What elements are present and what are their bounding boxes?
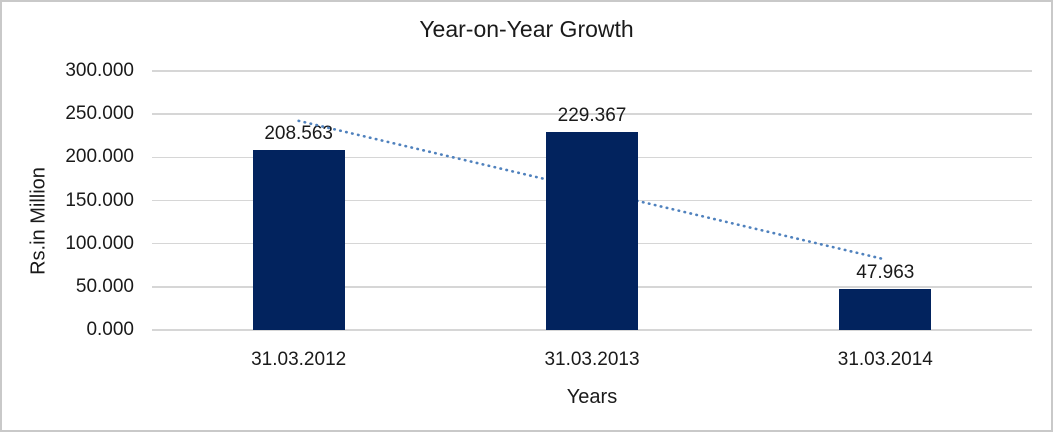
- bar-31.03.2014: [839, 288, 932, 330]
- data-label-31.03.2013: 229.367: [557, 104, 627, 126]
- ytick-label-0.000: 0.000: [86, 319, 134, 340]
- category-label-31.03.2012: 31.03.2012: [251, 349, 347, 370]
- data-label-31.03.2014: 47.963: [856, 261, 915, 283]
- ytick-label-150.000: 150.000: [65, 189, 134, 211]
- gridline-300.000: [152, 70, 1032, 72]
- category-label-31.03.2014: 31.03.2014: [837, 349, 933, 370]
- ytick-label-300.000: 300.000: [65, 60, 134, 81]
- ytick-label-200.000: 200.000: [65, 146, 134, 168]
- ytick-label-250.000: 250.000: [65, 103, 134, 125]
- gridline-0.000: [152, 329, 1032, 331]
- bar-31.03.2013: [546, 131, 638, 330]
- x-axis-title: Years: [566, 386, 618, 408]
- category-label-31.03.2013: 31.03.2013: [544, 349, 640, 370]
- ytick-label-100.000: 100.000: [65, 232, 134, 254]
- chart-title: Year-on-Year Growth: [419, 16, 634, 42]
- y-axis-title: Rs.in Million: [27, 167, 50, 275]
- bar-31.03.2012: [252, 149, 345, 330]
- ytick-label-50.000: 50.000: [75, 275, 134, 297]
- gridline-250.000: [152, 113, 1032, 115]
- data-label-31.03.2012: 208.563: [264, 122, 333, 144]
